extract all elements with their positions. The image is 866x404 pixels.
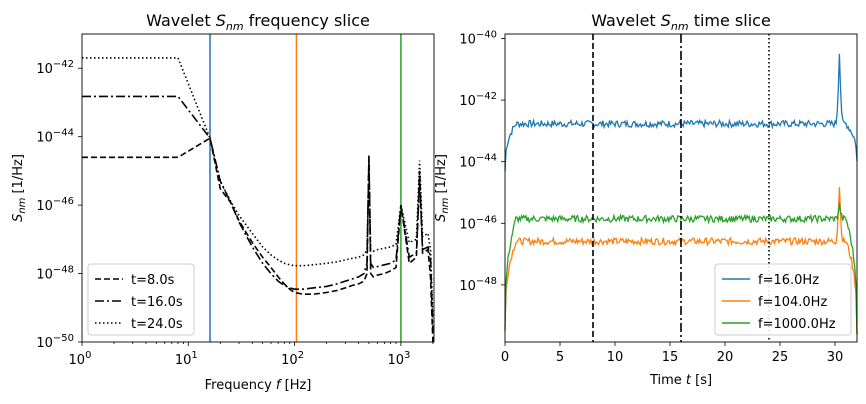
legend-label: f=104.0Hz — [758, 295, 827, 310]
time-slice-chart: Wavelet Snm time slice 0 5 10 15 20 25 30 10−40… — [434, 11, 858, 388]
legend-label: t=8.0s — [131, 273, 175, 288]
y-tick-label: 10−44 — [36, 128, 74, 146]
y-tick-label: 10−48 — [459, 276, 497, 294]
y-tick-label: 10−44 — [459, 153, 497, 171]
y-tick-label: 10−40 — [459, 30, 497, 48]
x-tick-label: 25 — [772, 350, 789, 365]
series-line — [82, 57, 434, 319]
x-tick-label: 10 — [607, 350, 624, 365]
series-line — [82, 136, 434, 343]
y-tick-label: 10−50 — [36, 333, 74, 351]
y-tick-label: 10−42 — [459, 91, 497, 109]
x-tick-label: 5 — [556, 350, 564, 365]
x-axis-label: Time t [s] — [649, 373, 712, 388]
x-tick-label: 100 — [69, 350, 92, 368]
legend-label: t=24.0s — [131, 317, 183, 332]
legend-box — [714, 263, 852, 336]
y-axis-label: Snm [1/Hz] — [434, 154, 451, 222]
x-tick-label: 15 — [662, 350, 679, 365]
y-tick-label: 10−46 — [459, 214, 497, 232]
legend-label: f=16.0Hz — [758, 273, 819, 288]
y-axis-label: Snm [1/Hz] — [11, 154, 28, 222]
legend-label: f=1000.0Hz — [758, 317, 836, 332]
x-tick-label: 30 — [827, 350, 844, 365]
chart-title: Wavelet Snm time slice — [591, 11, 771, 33]
series-line — [504, 202, 858, 335]
x-tick-label: 102 — [281, 350, 304, 368]
y-tick-label: 10−42 — [36, 59, 74, 77]
legend-label: t=16.0s — [131, 295, 183, 310]
plot-frame — [81, 33, 435, 343]
x-tick-label: 103 — [387, 350, 410, 368]
y-tick-label: 10−46 — [36, 196, 74, 214]
legend: f=16.0Hz f=104.0Hz f=1000.0Hz — [714, 263, 852, 336]
x-tick-label: 20 — [717, 350, 734, 365]
legend: t=8.0s t=16.0s t=24.0s — [87, 263, 195, 336]
plot-frame — [504, 33, 858, 343]
frequency-slice-chart: Wavelet Snm frequency slice 100 101 102 103… — [11, 11, 435, 393]
x-tick-label: 101 — [175, 350, 198, 368]
x-axis-label: Frequency f [Hz] — [205, 378, 312, 393]
series-line — [82, 95, 434, 332]
x-tick-label: 0 — [501, 350, 509, 365]
y-tick-label: 10−48 — [36, 265, 74, 283]
legend-box — [87, 263, 195, 336]
chart-title: Wavelet Snm frequency slice — [146, 11, 370, 33]
